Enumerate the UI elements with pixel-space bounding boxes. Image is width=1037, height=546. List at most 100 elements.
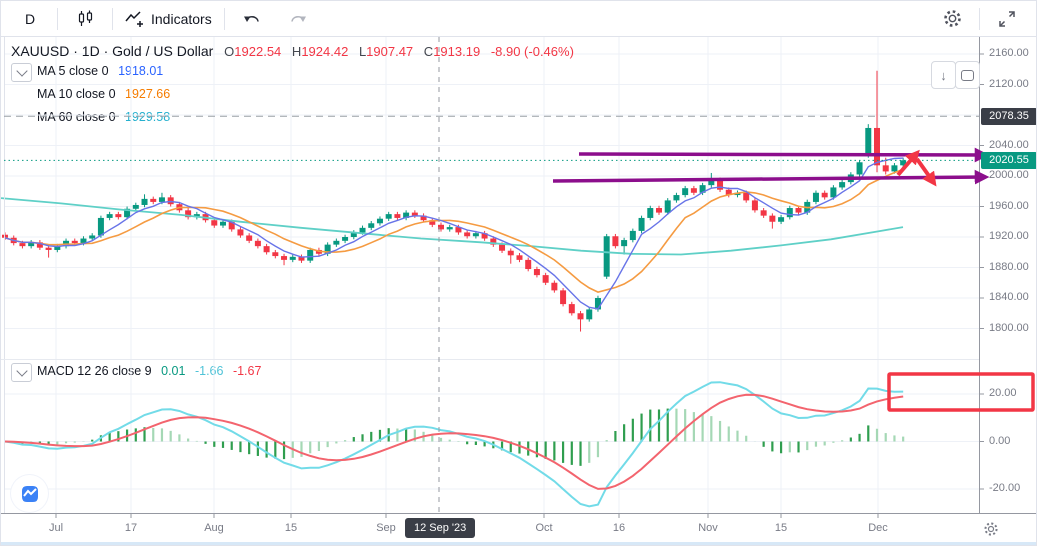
time-axis-label: 16 (612, 522, 626, 534)
chart-settings-button[interactable] (929, 5, 975, 33)
candle-body (333, 240, 340, 245)
indicators-icon (125, 10, 143, 27)
macd-axis-label: 20.00 (989, 387, 1017, 399)
candle-body (237, 229, 244, 236)
candle-body (36, 242, 43, 248)
time-axis-label: Sep (376, 522, 396, 534)
timeframe-button[interactable]: D (24, 10, 36, 27)
window-bottom-edge (1, 542, 1036, 545)
candle-body (342, 237, 349, 241)
candle-body (185, 210, 192, 218)
candle-body (760, 210, 767, 216)
candle-body (307, 249, 314, 261)
candle-body (769, 215, 776, 222)
ma60-legend-row[interactable]: MA 60 close 0 1929.58 (37, 110, 171, 124)
ma5-value: 1918.01 (118, 64, 164, 78)
candle-body (263, 246, 270, 253)
last-price-badge: 2020.55 (981, 152, 1036, 169)
macd-pane[interactable] (4, 381, 905, 508)
candle-body (673, 195, 680, 201)
price-level-badge: 2078.35 (981, 108, 1036, 125)
ma-legend-collapse-button[interactable] (11, 63, 32, 82)
candle-body (254, 240, 261, 247)
candle-body (211, 220, 218, 226)
candle-body (411, 212, 418, 216)
candle-body (403, 212, 410, 218)
red-highlight-box[interactable] (887, 372, 1035, 412)
time-axis-label: 17 (124, 522, 138, 534)
candle-body (699, 185, 706, 193)
candle-body (420, 215, 427, 221)
candle-body (167, 197, 174, 205)
candle-body (80, 238, 87, 244)
candle-body (115, 214, 122, 218)
price-axis-label: 1960.00 (989, 199, 1029, 212)
redo-button[interactable] (275, 5, 321, 33)
candle-body (708, 179, 715, 186)
purple-trend-arrow[interactable] (578, 147, 990, 163)
macd-legend-row[interactable]: MACD 12 26 close 9 0.01 -1.66 -1.67 (37, 364, 262, 378)
price-axis-label: 2160.00 (989, 47, 1029, 59)
ma60-line (1, 197, 904, 256)
candle-body (394, 214, 401, 218)
indicators-button[interactable]: Indicators (117, 5, 220, 33)
candle-body (603, 236, 610, 277)
time-axis-settings-button[interactable] (983, 521, 999, 537)
platform-logo (11, 475, 48, 512)
crosshair-date-badge: 12 Sep '23 (405, 518, 476, 538)
ma5-line (4, 157, 904, 310)
undo-icon (243, 15, 259, 22)
time-axis-label: 15 (284, 522, 298, 534)
time-axis-label: Jul (48, 522, 64, 534)
candle-body (786, 208, 793, 218)
go-to-realtime-button[interactable] (955, 61, 980, 89)
arrow-down-icon: ↓ (940, 67, 947, 83)
fullscreen-icon (999, 10, 1015, 27)
candle-body (464, 232, 471, 237)
scroll-down-button[interactable]: ↓ (931, 61, 956, 89)
ma10-legend-row[interactable]: MA 10 close 0 1927.66 (37, 87, 171, 101)
candle-body (533, 269, 540, 276)
macd-hist-value: 0.01 (161, 364, 186, 378)
chart-style-button[interactable] (62, 5, 108, 33)
symbol-legend[interactable]: XAUUSD · 1D · Gold / US Dollar O1922.54 … (11, 43, 574, 59)
candle-body (19, 243, 26, 247)
ma5-legend-row[interactable]: MA 5 close 0 1918.01 (37, 64, 164, 78)
candle-body (717, 179, 724, 190)
candle-body (150, 198, 157, 202)
candle-body (795, 208, 802, 213)
candle-body (220, 221, 226, 226)
candle-body (690, 188, 697, 193)
red-drawn-arrow[interactable] (915, 157, 937, 187)
price-pane[interactable] (1, 70, 907, 332)
candle-body (446, 227, 453, 230)
candle-body (821, 192, 828, 198)
logo-icon (21, 485, 38, 502)
macd-legend-collapse-button[interactable] (11, 363, 32, 382)
candle-body (89, 235, 96, 239)
drawing-annotations[interactable] (4, 37, 1035, 513)
candle-body (158, 197, 165, 202)
toolbar-separator (57, 7, 58, 30)
red-drawn-arrow[interactable] (896, 149, 920, 177)
candle-body (656, 208, 662, 213)
undo-button[interactable] (229, 5, 275, 33)
candle-body (725, 189, 732, 196)
candlestick-icon (78, 10, 92, 26)
candle-body (865, 127, 872, 154)
candle-body (45, 247, 52, 250)
candle-body (54, 246, 61, 250)
toolbar-separator (979, 7, 980, 30)
candle-body (193, 214, 200, 218)
price-axis-label: 1800.00 (989, 321, 1029, 334)
candle-body (246, 235, 253, 241)
time-axis-label: Nov (698, 522, 718, 534)
time-axis-label: Dec (868, 522, 888, 534)
candle-body (586, 309, 593, 320)
candle-body (507, 250, 514, 256)
fullscreen-button[interactable] (984, 5, 1030, 33)
candle-body (97, 217, 104, 236)
purple-trend-arrow[interactable] (552, 169, 990, 185)
